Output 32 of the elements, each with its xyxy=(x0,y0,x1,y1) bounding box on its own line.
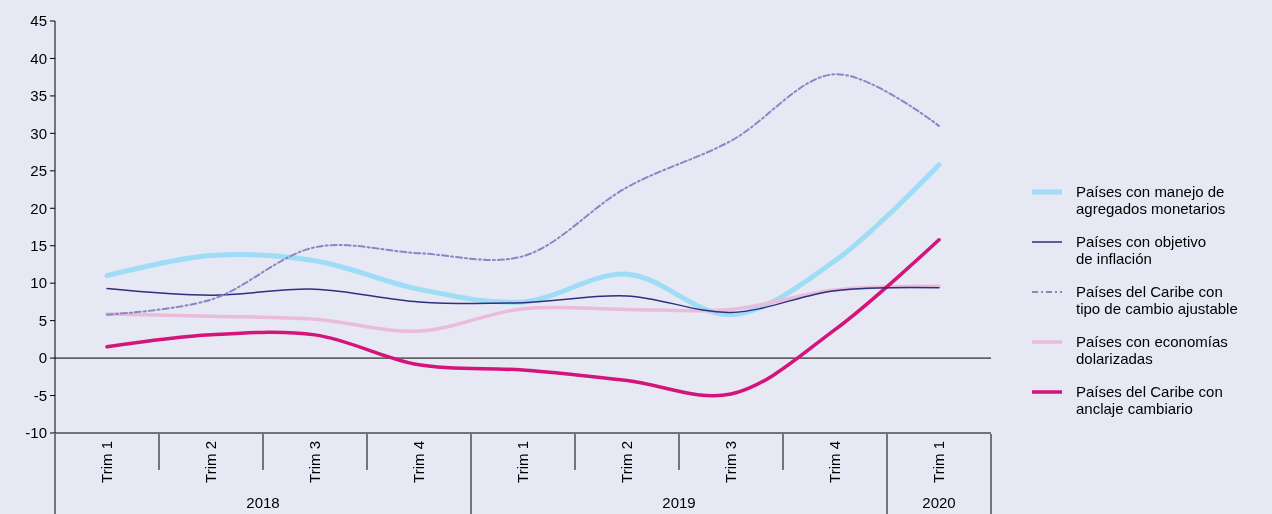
x-tick-label: Trim 2 xyxy=(618,441,635,483)
x-tick-label: Trim 1 xyxy=(514,441,531,483)
x-tick-label: Trim 4 xyxy=(826,441,843,483)
x-tick-label: Trim 2 xyxy=(202,441,219,483)
legend-label: Países del Caribe con tipo de cambio ajustable xyxy=(1076,283,1238,317)
text: 2019 xyxy=(662,494,696,511)
line-series xyxy=(106,286,940,314)
y-tick-label: 25 xyxy=(30,162,47,180)
legend-label: Países del Caribe con anclaje cambiario xyxy=(1076,383,1223,417)
line-series xyxy=(105,284,941,333)
legend-label: Países con economías dolarizadas xyxy=(1076,333,1228,367)
line-series xyxy=(106,73,940,316)
y-tick-label: -10 xyxy=(25,424,47,442)
y-tick-label: 15 xyxy=(30,236,47,254)
y-tick-label: 5 xyxy=(38,311,47,329)
y-tick-label: 40 xyxy=(30,49,47,67)
y-tick-label: 20 xyxy=(30,199,47,217)
x-tick-label: Trim 1 xyxy=(930,441,947,483)
y-tick-label: 0 xyxy=(38,349,47,367)
x-tick-label: Trim 3 xyxy=(306,441,323,483)
x-tick-label: Trim 1 xyxy=(98,441,115,483)
x-tick-label: Trim 4 xyxy=(410,441,427,483)
y-tick-label: 35 xyxy=(30,87,47,105)
text: 2018 xyxy=(246,494,280,511)
legend-label: Países con objetivo de inflación xyxy=(1076,233,1207,267)
y-tick-label: 45 xyxy=(30,12,47,30)
x-tick-label: Trim 3 xyxy=(722,441,739,483)
y-tick-label: -5 xyxy=(33,386,47,404)
text: 2020 xyxy=(922,494,956,511)
y-tick-label: 10 xyxy=(30,274,47,292)
legend-label: Países con manejo de agregados monetarios xyxy=(1076,183,1226,217)
y-tick-label: 30 xyxy=(30,124,47,142)
